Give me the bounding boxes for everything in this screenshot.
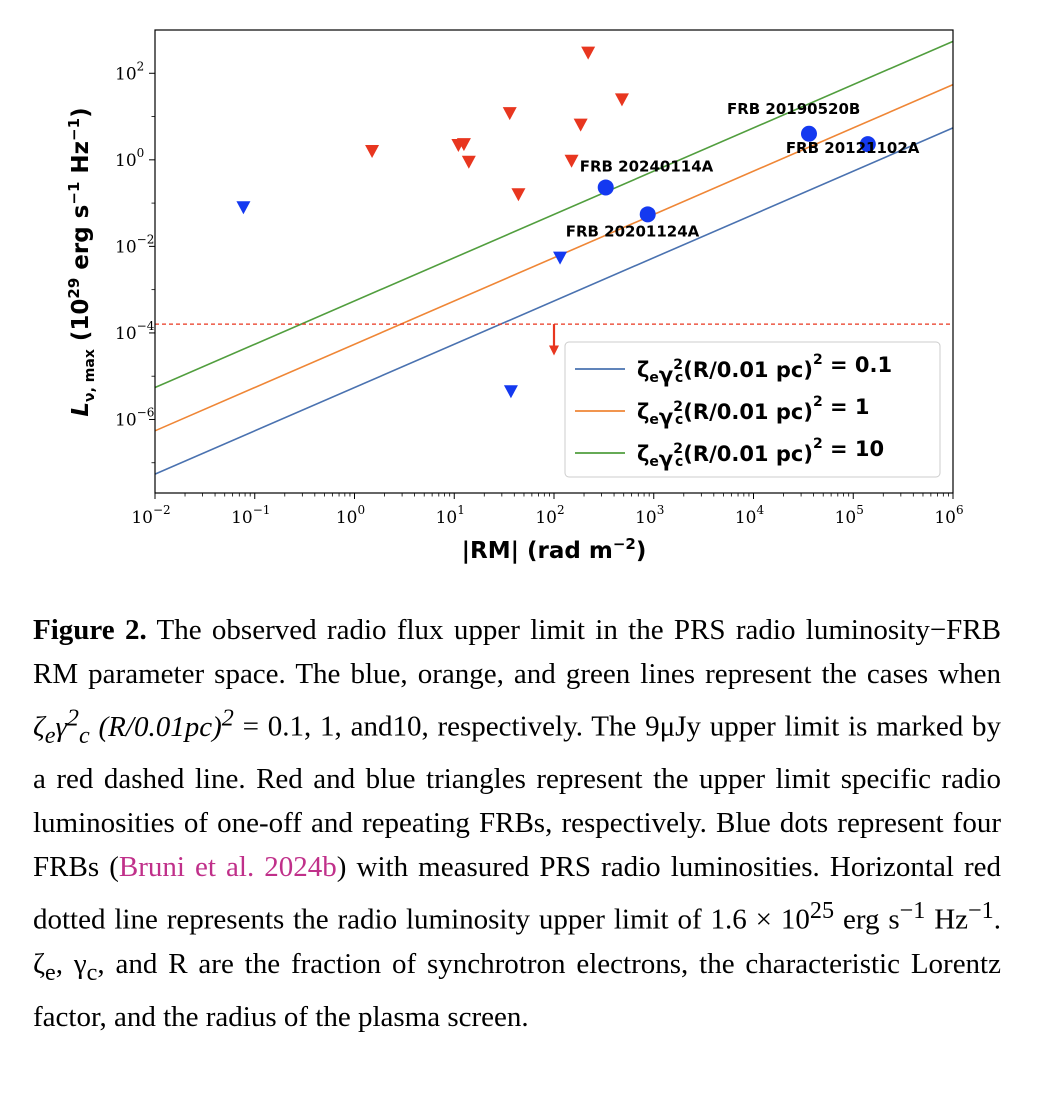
repeating-frb-marker bbox=[553, 251, 568, 265]
x-axis-label: |RM| (rad m−2) bbox=[462, 535, 647, 564]
caption-exponent: −1 bbox=[968, 897, 994, 925]
frb-label: FRB 20201124A bbox=[566, 222, 700, 240]
prs-frb-dot bbox=[639, 206, 656, 223]
y-tick-label: 10−6 bbox=[115, 405, 154, 430]
one-off-frb-marker bbox=[573, 118, 588, 132]
x-tick-label: 10−2 bbox=[131, 503, 170, 528]
plot-clip-group bbox=[155, 40, 953, 475]
caption-exponent: −1 bbox=[899, 897, 926, 925]
y-axis-label: Lν, max (1029 erg s−1 Hz−1) bbox=[65, 107, 98, 416]
caption-text: respectively. The 9μJy upper limit is ma… bbox=[33, 710, 1001, 884]
caption-exponent: 25 bbox=[809, 897, 835, 925]
caption-text: erg s bbox=[834, 904, 900, 937]
repeating-frb-marker bbox=[503, 385, 518, 399]
caption-text: , and R are the fraction of synchrotron … bbox=[33, 948, 1001, 1033]
one-off-frb-marker bbox=[614, 93, 629, 107]
caption-text: ) with measured PRS radio luminosities. … bbox=[33, 851, 1002, 937]
frb-label: FRB 20121102A bbox=[786, 139, 920, 157]
one-off-frb-marker bbox=[456, 138, 471, 152]
upper-limit-arrow-head bbox=[549, 345, 559, 356]
caption-text: Hz bbox=[925, 904, 969, 937]
caption-subscript: e bbox=[45, 958, 56, 986]
caption-values: = 0.1, 1, and10, bbox=[233, 710, 429, 743]
one-off-frb-marker bbox=[461, 155, 476, 169]
repeating-frb-marker bbox=[236, 201, 251, 215]
caption-text: . ζ bbox=[33, 904, 1001, 981]
frb-label: FRB 20240114A bbox=[580, 157, 714, 175]
one-off-frb-marker bbox=[365, 144, 380, 158]
figure-caption: Figure 2. The observed radio flux upper … bbox=[33, 608, 1001, 1039]
x-tick-label: 105 bbox=[835, 503, 864, 528]
prs-frb-dot bbox=[800, 125, 817, 142]
y-tick-label: 10−4 bbox=[115, 319, 155, 344]
one-off-frb-marker bbox=[511, 188, 526, 202]
legend: ζeγ2 c(R/0.01 pc)2 = 0.1 ζeγ2 c(R/0.01 pc)2… bbox=[564, 341, 941, 478]
one-off-frb-marker bbox=[502, 107, 517, 121]
x-tick-label: 104 bbox=[735, 503, 765, 528]
one-off-frb-marker bbox=[581, 46, 596, 60]
x-tick-label: 103 bbox=[635, 503, 664, 528]
legend-entry: ζeγ2 c(R/0.01 pc)2 = 0.1 bbox=[637, 352, 892, 387]
x-tick-label: 101 bbox=[436, 503, 465, 528]
y-tick-label: 100 bbox=[115, 146, 144, 171]
model-line-1 bbox=[155, 83, 953, 432]
one-off-frb-marker bbox=[564, 154, 579, 168]
plot-area: FRB 20190520B FRB 20121102A FRB 20240114A F… bbox=[155, 40, 953, 475]
caption-subscript: c bbox=[86, 958, 98, 986]
chart: FRB 20190520B FRB 20121102A FRB 20240114A F… bbox=[65, 29, 964, 564]
legend-box bbox=[564, 341, 941, 478]
x-tick-label: 102 bbox=[535, 503, 564, 528]
caption-text: , γ bbox=[55, 948, 87, 981]
x-tick-label: 10−1 bbox=[231, 503, 270, 528]
axes: 10−2 10−1 100 101 102 103 104 105 106 102 100 10−2 1… bbox=[115, 29, 964, 528]
model-line-0 bbox=[155, 127, 953, 475]
x-tick-label: 100 bbox=[336, 503, 365, 528]
prs-frb-dot bbox=[597, 179, 614, 196]
prs-frb-dot bbox=[859, 136, 876, 153]
y-tick-label: 10−2 bbox=[115, 232, 154, 257]
frb-label: FRB 20190520B bbox=[727, 100, 860, 118]
y-tick-label: 102 bbox=[115, 59, 144, 84]
caption-label: Figure 2. bbox=[33, 614, 147, 646]
x-tick-label: 106 bbox=[934, 503, 963, 528]
legend-entry: ζeγ2 c(R/0.01 pc)2 = 1 bbox=[637, 394, 870, 429]
caption-text: The observed radio flux upper limit in t… bbox=[33, 614, 1002, 690]
caption-math: ζeγ2c (R/0.01pc)2 bbox=[33, 704, 234, 749]
model-line-2 bbox=[155, 40, 953, 389]
legend-entry: ζeγ2 c(R/0.01 pc)2 = 10 bbox=[637, 436, 884, 471]
citation-link[interactable]: Bruni et al. 2024b bbox=[118, 851, 337, 884]
